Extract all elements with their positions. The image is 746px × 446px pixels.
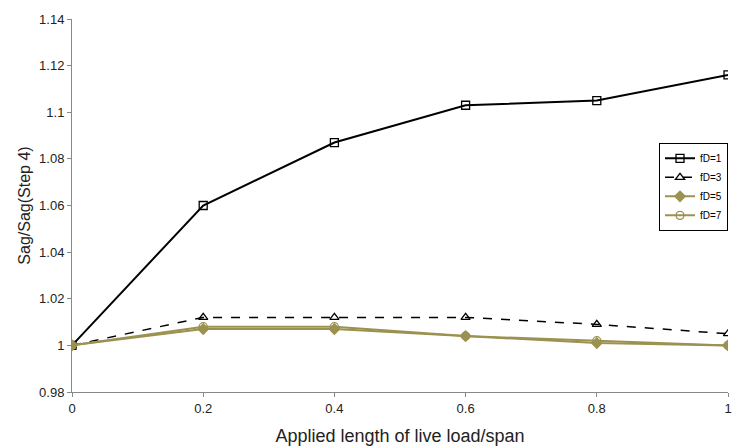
svg-text:1.08: 1.08 <box>39 151 64 166</box>
svg-text:0.8: 0.8 <box>588 401 606 416</box>
svg-text:fD=7: fD=7 <box>700 210 722 221</box>
svg-text:fD=3: fD=3 <box>700 172 722 183</box>
svg-text:Sag/Sag(Step 4): Sag/Sag(Step 4) <box>16 146 33 264</box>
svg-text:0.98: 0.98 <box>39 385 64 400</box>
svg-text:1.1: 1.1 <box>46 105 64 120</box>
svg-text:1.12: 1.12 <box>39 58 64 73</box>
svg-text:fD=1: fD=1 <box>700 153 722 164</box>
svg-text:Applied length of live load/sp: Applied length of live load/span <box>275 426 524 446</box>
svg-text:1.02: 1.02 <box>39 291 64 306</box>
svg-text:0: 0 <box>68 401 75 416</box>
svg-text:0.6: 0.6 <box>457 401 475 416</box>
svg-text:1.06: 1.06 <box>39 198 64 213</box>
svg-text:fD=5: fD=5 <box>700 191 722 202</box>
svg-text:1: 1 <box>57 338 64 353</box>
svg-text:0.4: 0.4 <box>325 401 343 416</box>
svg-text:1: 1 <box>724 401 731 416</box>
svg-text:1.04: 1.04 <box>39 245 64 260</box>
svg-text:0.2: 0.2 <box>194 401 212 416</box>
svg-text:1.14: 1.14 <box>39 12 64 27</box>
